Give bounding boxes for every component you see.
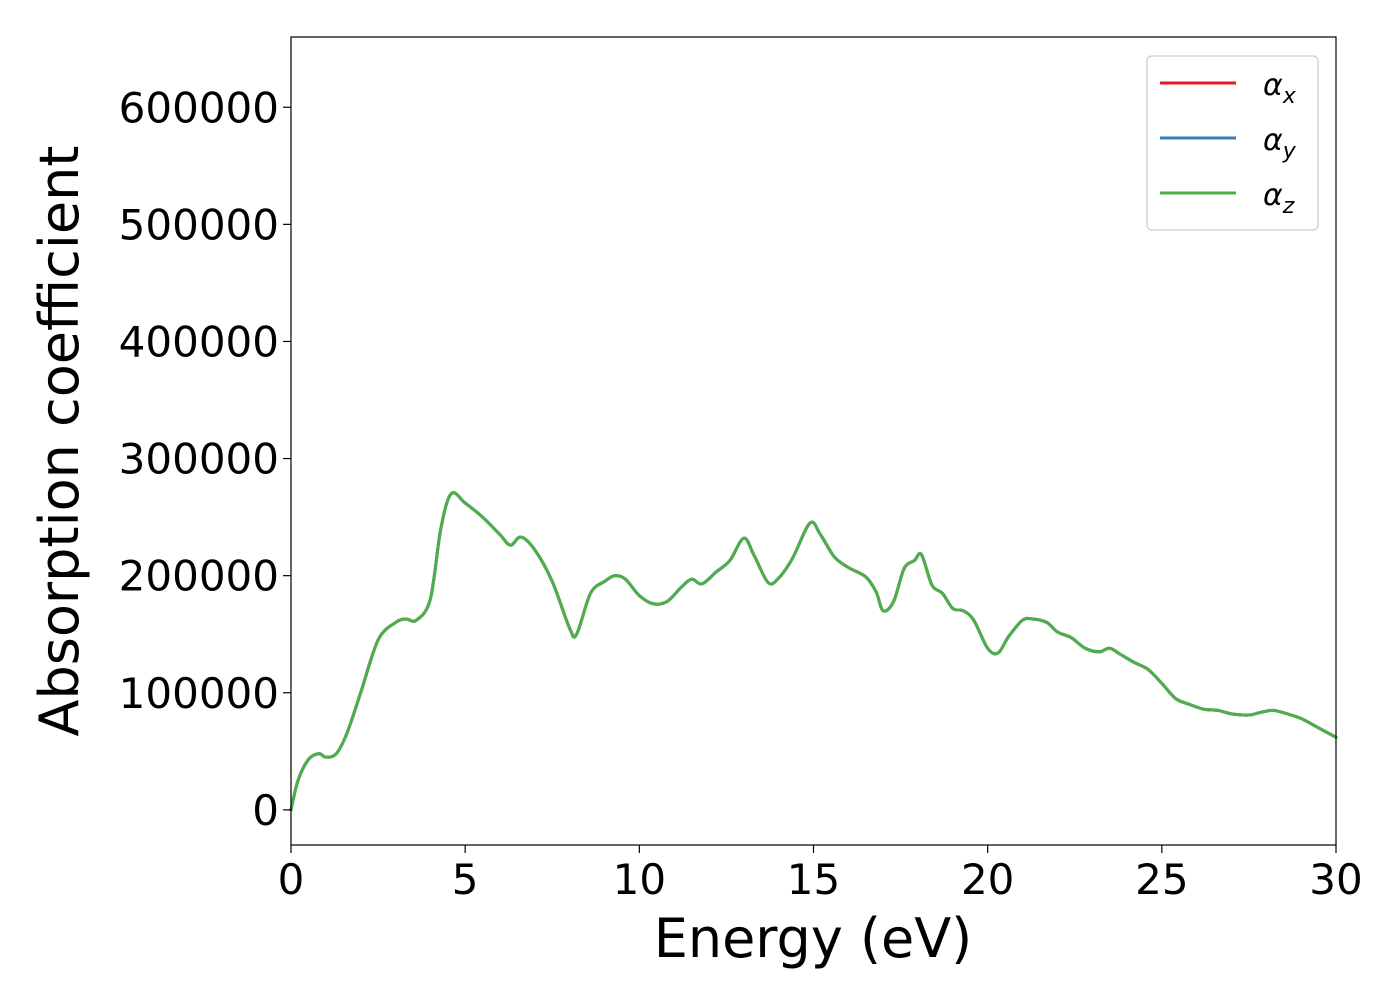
series-line-y — [289, 491, 1338, 812]
x-tick-label: 25 — [1135, 855, 1188, 904]
legend-label-base: α — [1263, 68, 1283, 103]
y-tick-label: 600000 — [119, 83, 279, 132]
y-axis-ticks: 0 100000 200000 300000 400000 500000 600000 — [119, 83, 291, 835]
series-layer — [289, 491, 1338, 812]
y-axis-title: Absorption coefficient — [28, 146, 91, 737]
y-tick-label: 100000 — [119, 669, 279, 718]
y-tick-label: 300000 — [119, 435, 279, 484]
legend-label-base: α — [1263, 178, 1283, 213]
series-line-z — [289, 491, 1338, 812]
legend-label-base: α — [1263, 123, 1283, 158]
legend-label-subscript: z — [1282, 194, 1295, 219]
y-tick-label: 200000 — [119, 552, 279, 601]
series-line-x — [289, 491, 1338, 812]
legend-label-z: αz — [1263, 178, 1295, 219]
x-tick-label: 5 — [452, 855, 479, 904]
x-tick-label: 15 — [787, 855, 840, 904]
x-axis-title: Energy (eV) — [654, 907, 973, 970]
legend-label-subscript: y — [1282, 139, 1297, 164]
legend-box — [1146, 55, 1319, 231]
legend-label-y: αy — [1263, 123, 1297, 164]
x-tick-label: 30 — [1309, 855, 1362, 904]
y-tick-label: 0 — [252, 786, 279, 835]
x-axis-ticks: 0 5 10 15 20 25 30 — [278, 845, 1363, 904]
x-tick-label: 0 — [278, 855, 305, 904]
legend-label-subscript: x — [1282, 84, 1297, 109]
legend-label-x: αx — [1263, 68, 1297, 109]
x-tick-label: 10 — [613, 855, 666, 904]
y-tick-label: 400000 — [119, 317, 279, 366]
y-tick-label: 500000 — [119, 200, 279, 249]
x-tick-label: 20 — [961, 855, 1014, 904]
